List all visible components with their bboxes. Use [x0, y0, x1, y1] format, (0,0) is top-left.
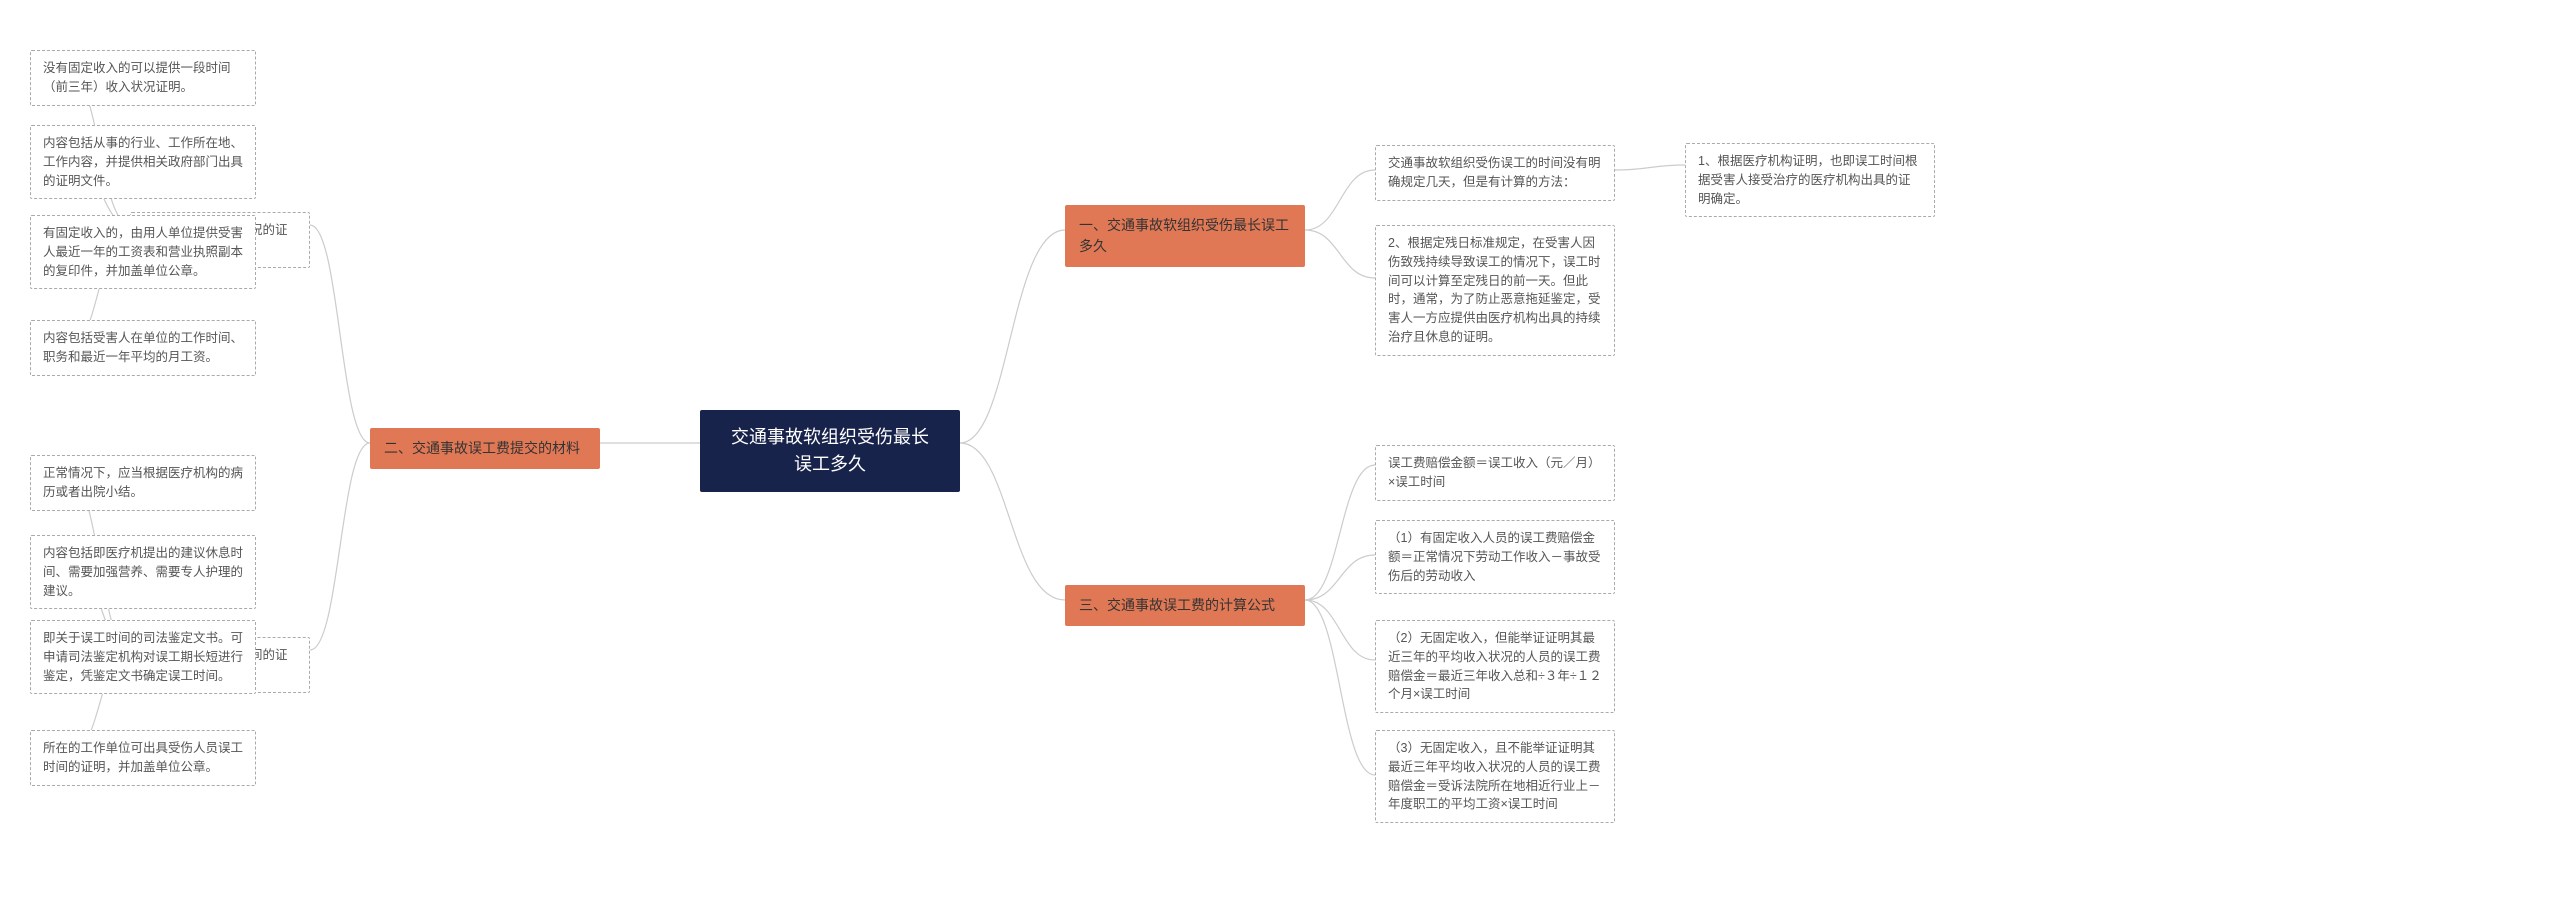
- leaf-g1-1: 没有固定收入的可以提供一段时间（前三年）收入状况证明。: [30, 50, 256, 106]
- leaf-r3-3: （2）无固定收入，但能举证证明其最近三年的平均收入状况的人员的误工费赔偿金＝最近…: [1375, 620, 1615, 713]
- branch-r1-l1: 一、交通事故软组织受伤最长误工: [1079, 217, 1289, 233]
- leaf-g2-4: 所在的工作单位可出具受伤人员误工时间的证明，并加盖单位公章。: [30, 730, 256, 786]
- branch-r1-l2: 多久: [1079, 238, 1107, 254]
- branch-r3: 三、交通事故误工费的计算公式: [1065, 585, 1305, 626]
- leaf-r1-s2: 2、根据定残日标准规定，在受害人因伤致残持续导致误工的情况下，误工时间可以计算至…: [1375, 225, 1615, 356]
- root-node: 交通事故软组织受伤最长 误工多久: [700, 410, 960, 492]
- leaf-g2-2: 内容包括即医疗机提出的建议休息时间、需要加强营养、需要专人护理的建议。: [30, 535, 256, 609]
- leaf-r3-1: 误工费赔偿金额＝误工收入（元／月）×误工时间: [1375, 445, 1615, 501]
- branch-l2: 二、交通事故误工费提交的材料: [370, 428, 600, 469]
- leaf-r1-s1: 交通事故软组织受伤误工的时间没有明确规定几天，但是有计算的方法：: [1375, 145, 1615, 201]
- leaf-r3-4: （3）无固定收入，且不能举证证明其最近三年平均收入状况的人员的误工费赔偿金＝受诉…: [1375, 730, 1615, 823]
- leaf-g2-1: 正常情况下，应当根据医疗机构的病历或者出院小结。: [30, 455, 256, 511]
- leaf-g1-2: 内容包括从事的行业、工作所在地、工作内容，并提供相关政府部门出具的证明文件。: [30, 125, 256, 199]
- branch-r1: 一、交通事故软组织受伤最长误工 多久: [1065, 205, 1305, 267]
- root-line2: 误工多久: [794, 454, 866, 474]
- leaf-r3-2: （1）有固定收入人员的误工费赔偿金额＝正常情况下劳动工作收入－事故受伤后的劳动收…: [1375, 520, 1615, 594]
- leaf-g1-4: 内容包括受害人在单位的工作时间、职务和最近一年平均的月工资。: [30, 320, 256, 376]
- leaf-g1-3: 有固定收入的，由用人单位提供受害人最近一年的工资表和营业执照副本的复印件，并加盖…: [30, 215, 256, 289]
- leaf-g2-3: 即关于误工时间的司法鉴定文书。可申请司法鉴定机构对误工期长短进行鉴定，凭鉴定文书…: [30, 620, 256, 694]
- leaf-r1-s1a: 1、根据医疗机构证明，也即误工时间根据受害人接受治疗的医疗机构出具的证明确定。: [1685, 143, 1935, 217]
- root-line1: 交通事故软组织受伤最长: [731, 427, 929, 447]
